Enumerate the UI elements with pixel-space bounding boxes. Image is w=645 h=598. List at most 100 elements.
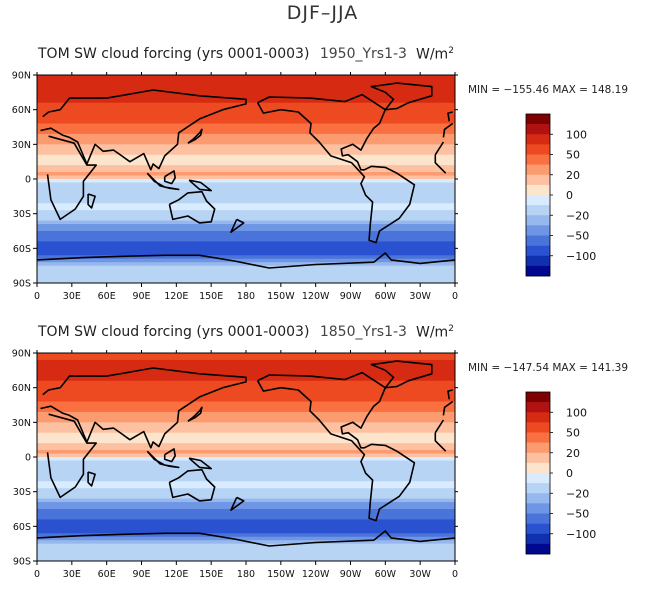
lat-label: 60N xyxy=(12,105,31,116)
colorbar-segment xyxy=(526,452,550,464)
lon-label: 150E xyxy=(199,291,223,302)
field-band xyxy=(37,415,455,420)
field-band xyxy=(37,547,455,552)
units-label: W/m2 xyxy=(416,46,454,63)
figure-title: DJF–JJA xyxy=(286,2,359,24)
colorbar-label: 0 xyxy=(566,189,573,202)
field-band xyxy=(37,533,455,538)
lon-label: 120E xyxy=(164,569,188,580)
field-band xyxy=(37,109,455,114)
lat-label: 30S xyxy=(13,209,31,220)
colorbar-segment xyxy=(526,215,550,226)
colorbar-segment xyxy=(526,205,550,216)
coastline xyxy=(370,360,433,389)
field-band xyxy=(37,522,455,527)
field-band xyxy=(37,495,455,500)
field-band xyxy=(37,185,455,190)
coastline xyxy=(188,457,212,470)
colorbar-segment xyxy=(526,134,550,145)
max-value: MAX = 148.19 xyxy=(552,84,629,96)
min-max-label: MIN = −147.54 MAX = 141.39 xyxy=(468,362,628,374)
lon-label: 30E xyxy=(63,569,81,580)
field-band xyxy=(37,227,455,232)
field-band xyxy=(37,102,455,107)
lon-label: 120W xyxy=(302,291,330,302)
max-value: MAX = 141.39 xyxy=(552,362,629,374)
field-band xyxy=(37,244,455,249)
field-band xyxy=(37,359,455,364)
coastline xyxy=(40,89,247,171)
field-band xyxy=(37,189,455,194)
field-band xyxy=(37,557,455,561)
field-band xyxy=(37,81,455,86)
colorbar-segment xyxy=(526,493,550,504)
colorbar-label: −100 xyxy=(566,528,596,541)
field-band xyxy=(37,453,455,458)
field-band xyxy=(37,130,455,135)
lon-label: 120W xyxy=(302,569,330,580)
field-band xyxy=(37,217,455,222)
field-band xyxy=(37,123,455,128)
field-band xyxy=(37,526,455,531)
lon-label: 150W xyxy=(267,291,295,302)
field-band xyxy=(37,463,455,468)
panel-title-text: TOM SW cloud forcing (yrs 0001-0003) xyxy=(38,324,310,340)
colorbar-label: −100 xyxy=(566,250,596,263)
coastline xyxy=(46,135,97,221)
coastline xyxy=(370,82,433,111)
colorbar-label: −50 xyxy=(566,508,589,521)
colorbar-label: 0 xyxy=(566,467,573,480)
field-band xyxy=(37,248,455,253)
field-band xyxy=(37,484,455,489)
coastline xyxy=(230,496,245,511)
field-band xyxy=(37,192,455,197)
field-band xyxy=(37,234,455,239)
lon-label: 90W xyxy=(340,569,362,580)
field-band xyxy=(37,408,455,413)
coastline xyxy=(256,93,416,244)
field-band xyxy=(37,120,455,125)
field-band xyxy=(37,422,455,427)
lon-label: 120E xyxy=(164,291,188,302)
field-band xyxy=(37,210,455,215)
field-band xyxy=(37,92,455,97)
field-band xyxy=(37,203,455,208)
field-band xyxy=(37,154,455,159)
coastline xyxy=(447,389,453,400)
colorbar-segment xyxy=(526,523,550,535)
field-band xyxy=(37,411,455,416)
coastline xyxy=(168,190,216,224)
field-band xyxy=(37,543,455,548)
lon-label: 0 xyxy=(452,569,458,580)
coastline xyxy=(434,154,447,174)
coastline xyxy=(37,530,455,547)
field-band xyxy=(37,151,455,156)
field-band xyxy=(37,540,455,545)
colorbar-segment xyxy=(526,462,550,474)
field-band xyxy=(37,373,455,378)
colorbar-segment xyxy=(526,503,550,514)
lon-label: 90E xyxy=(132,569,150,580)
lon-label: 30E xyxy=(63,291,81,302)
colorbar-segment xyxy=(526,195,550,206)
coastline xyxy=(146,450,180,469)
field-band xyxy=(37,137,455,142)
coastline xyxy=(442,400,454,416)
colorbar-label: 20 xyxy=(566,169,580,182)
field-band xyxy=(37,262,455,267)
field-band xyxy=(37,474,455,479)
lon-label: 60W xyxy=(375,291,397,302)
field-band xyxy=(37,265,455,270)
field-band xyxy=(37,127,455,132)
coastline xyxy=(434,419,445,434)
colorbar-segment xyxy=(526,483,550,494)
coastline xyxy=(46,413,97,499)
lon-label: 150W xyxy=(267,569,295,580)
field-band xyxy=(37,432,455,437)
field-band xyxy=(37,224,455,229)
field-band xyxy=(37,106,455,111)
field-band xyxy=(37,498,455,503)
field-band xyxy=(37,515,455,520)
field-band xyxy=(37,429,455,434)
coastline xyxy=(187,406,203,422)
